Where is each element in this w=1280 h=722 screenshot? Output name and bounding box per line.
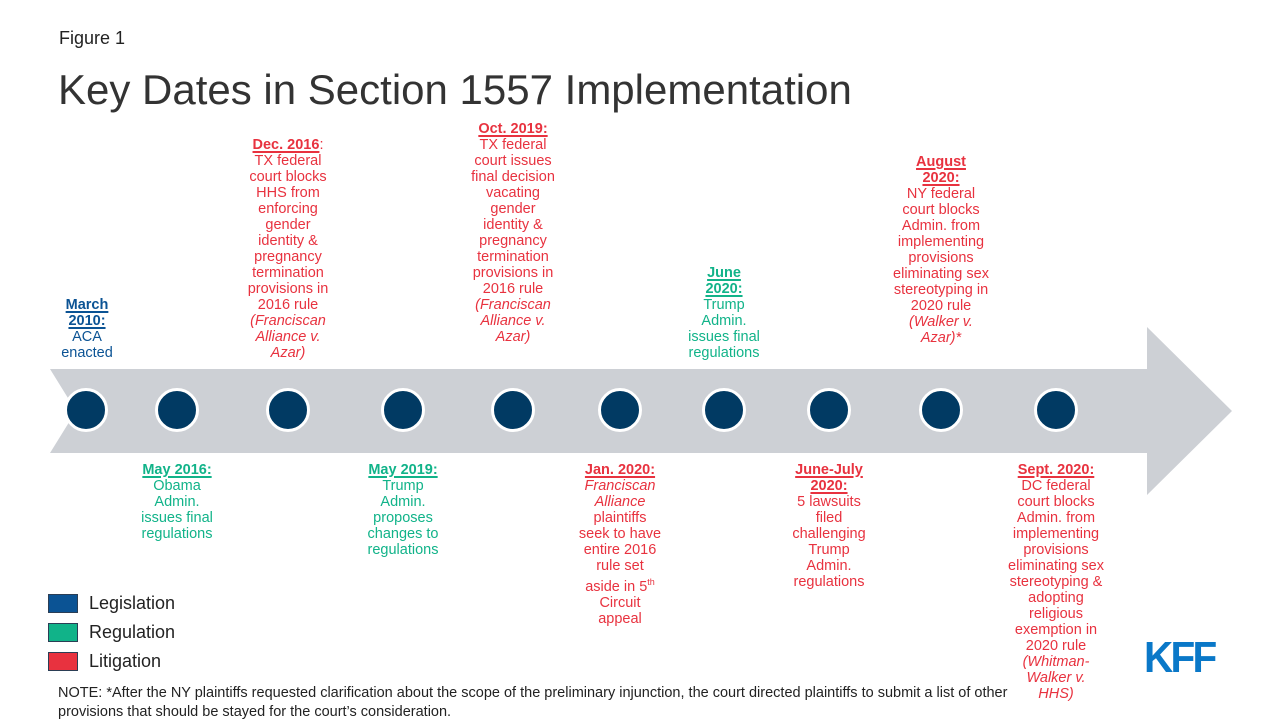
event-june-july-2020: June-July 2020: 5 lawsuits filed challen… <box>774 462 884 590</box>
legend-swatch-litigation <box>48 652 78 671</box>
event-text: ACA enacted <box>61 329 113 361</box>
event-text: Franciscan Alliance plaintiffs seek to h… <box>578 478 662 627</box>
timeline-dot-june-2020 <box>702 388 746 432</box>
timeline-dot-oct-2019 <box>491 388 535 432</box>
timeline-dot-may-2019 <box>381 388 425 432</box>
event-march-2010: March 2010: ACA enacted <box>32 297 142 361</box>
legend-item-regulation: Regulation <box>48 618 175 647</box>
event-may-2016: May 2016: Obama Admin. issues final regu… <box>122 462 232 542</box>
event-dec-2016: Dec. 2016: TX federal court blocks HHS f… <box>233 137 343 361</box>
legend-swatch-regulation <box>48 623 78 642</box>
timeline-dot-may-2016 <box>155 388 199 432</box>
legend-item-litigation: Litigation <box>48 647 175 676</box>
legend-label: Legislation <box>89 593 176 613</box>
event-date: Oct. 2019: <box>478 121 548 137</box>
kff-logo: KFF <box>1144 633 1217 682</box>
event-date: May 2016: <box>142 462 212 478</box>
timeline-dot-august-2020 <box>919 388 963 432</box>
event-text: NY federal court blocks Admin. from impl… <box>893 186 989 346</box>
event-june-2020: June 2020: Trump Admin. issues final reg… <box>669 265 779 361</box>
event-date: August 2020: <box>916 154 966 186</box>
event-text: Trump Admin. proposes changes to regulat… <box>367 478 439 558</box>
timeline-dot-jan-2020 <box>598 388 642 432</box>
timeline-dot-sept-2020 <box>1034 388 1078 432</box>
event-date: Jan. 2020: <box>584 462 656 478</box>
timeline-dot-june-july-2020 <box>807 388 851 432</box>
legend-swatch-legislation <box>48 594 78 613</box>
event-text: TX federal court blocks HHS from enforci… <box>247 153 329 361</box>
case-name: (Whitman-Walker v. HHS) <box>1022 654 1090 702</box>
timeline-dot-dec-2016 <box>266 388 310 432</box>
event-date: March 2010: <box>65 297 109 329</box>
legend: Legislation Regulation Litigation <box>48 589 175 676</box>
case-name: Franciscan Alliance <box>584 478 656 510</box>
event-may-2019: May 2019: Trump Admin. proposes changes … <box>348 462 458 558</box>
legend-item-legislation: Legislation <box>48 589 175 618</box>
legend-label: Litigation <box>89 651 162 671</box>
event-text: Obama Admin. issues final regulations <box>141 478 213 542</box>
event-oct-2019: Oct. 2019: TX federal court issues final… <box>458 121 568 345</box>
event-date: June-July 2020: <box>795 462 863 494</box>
event-date: June 2020: <box>705 265 743 297</box>
event-text: 5 lawsuits filed challenging Trump Admin… <box>792 494 866 590</box>
event-text: Trump Admin. issues final regulations <box>688 297 760 361</box>
event-date: Sept. 2020: <box>1017 462 1095 478</box>
event-text: TX federal court issues final decision v… <box>471 137 555 345</box>
event-august-2020: August 2020: NY federal court blocks Adm… <box>886 154 996 346</box>
event-text: DC federal court blocks Admin. from impl… <box>1008 478 1104 702</box>
event-jan-2020: Jan. 2020: Franciscan Alliance plaintiff… <box>565 462 675 627</box>
legend-label: Regulation <box>89 622 176 642</box>
figure-label: Figure 1 <box>59 28 126 48</box>
event-date: Dec. 2016 <box>252 137 320 153</box>
timeline-dot-march-2010 <box>64 388 108 432</box>
event-date: May 2019: <box>368 462 438 478</box>
case-name: (Walker v. Azar)* <box>909 314 973 346</box>
page-title: Key Dates in Section 1557 Implementation <box>58 66 852 113</box>
case-name: (Franciscan Alliance v. Azar) <box>475 297 551 345</box>
footnote: NOTE: *After the NY plaintiffs requested… <box>58 685 1008 720</box>
case-name: (Franciscan Alliance v. Azar) <box>250 313 326 361</box>
event-sept-2020: Sept. 2020: DC federal court blocks Admi… <box>1001 462 1111 702</box>
